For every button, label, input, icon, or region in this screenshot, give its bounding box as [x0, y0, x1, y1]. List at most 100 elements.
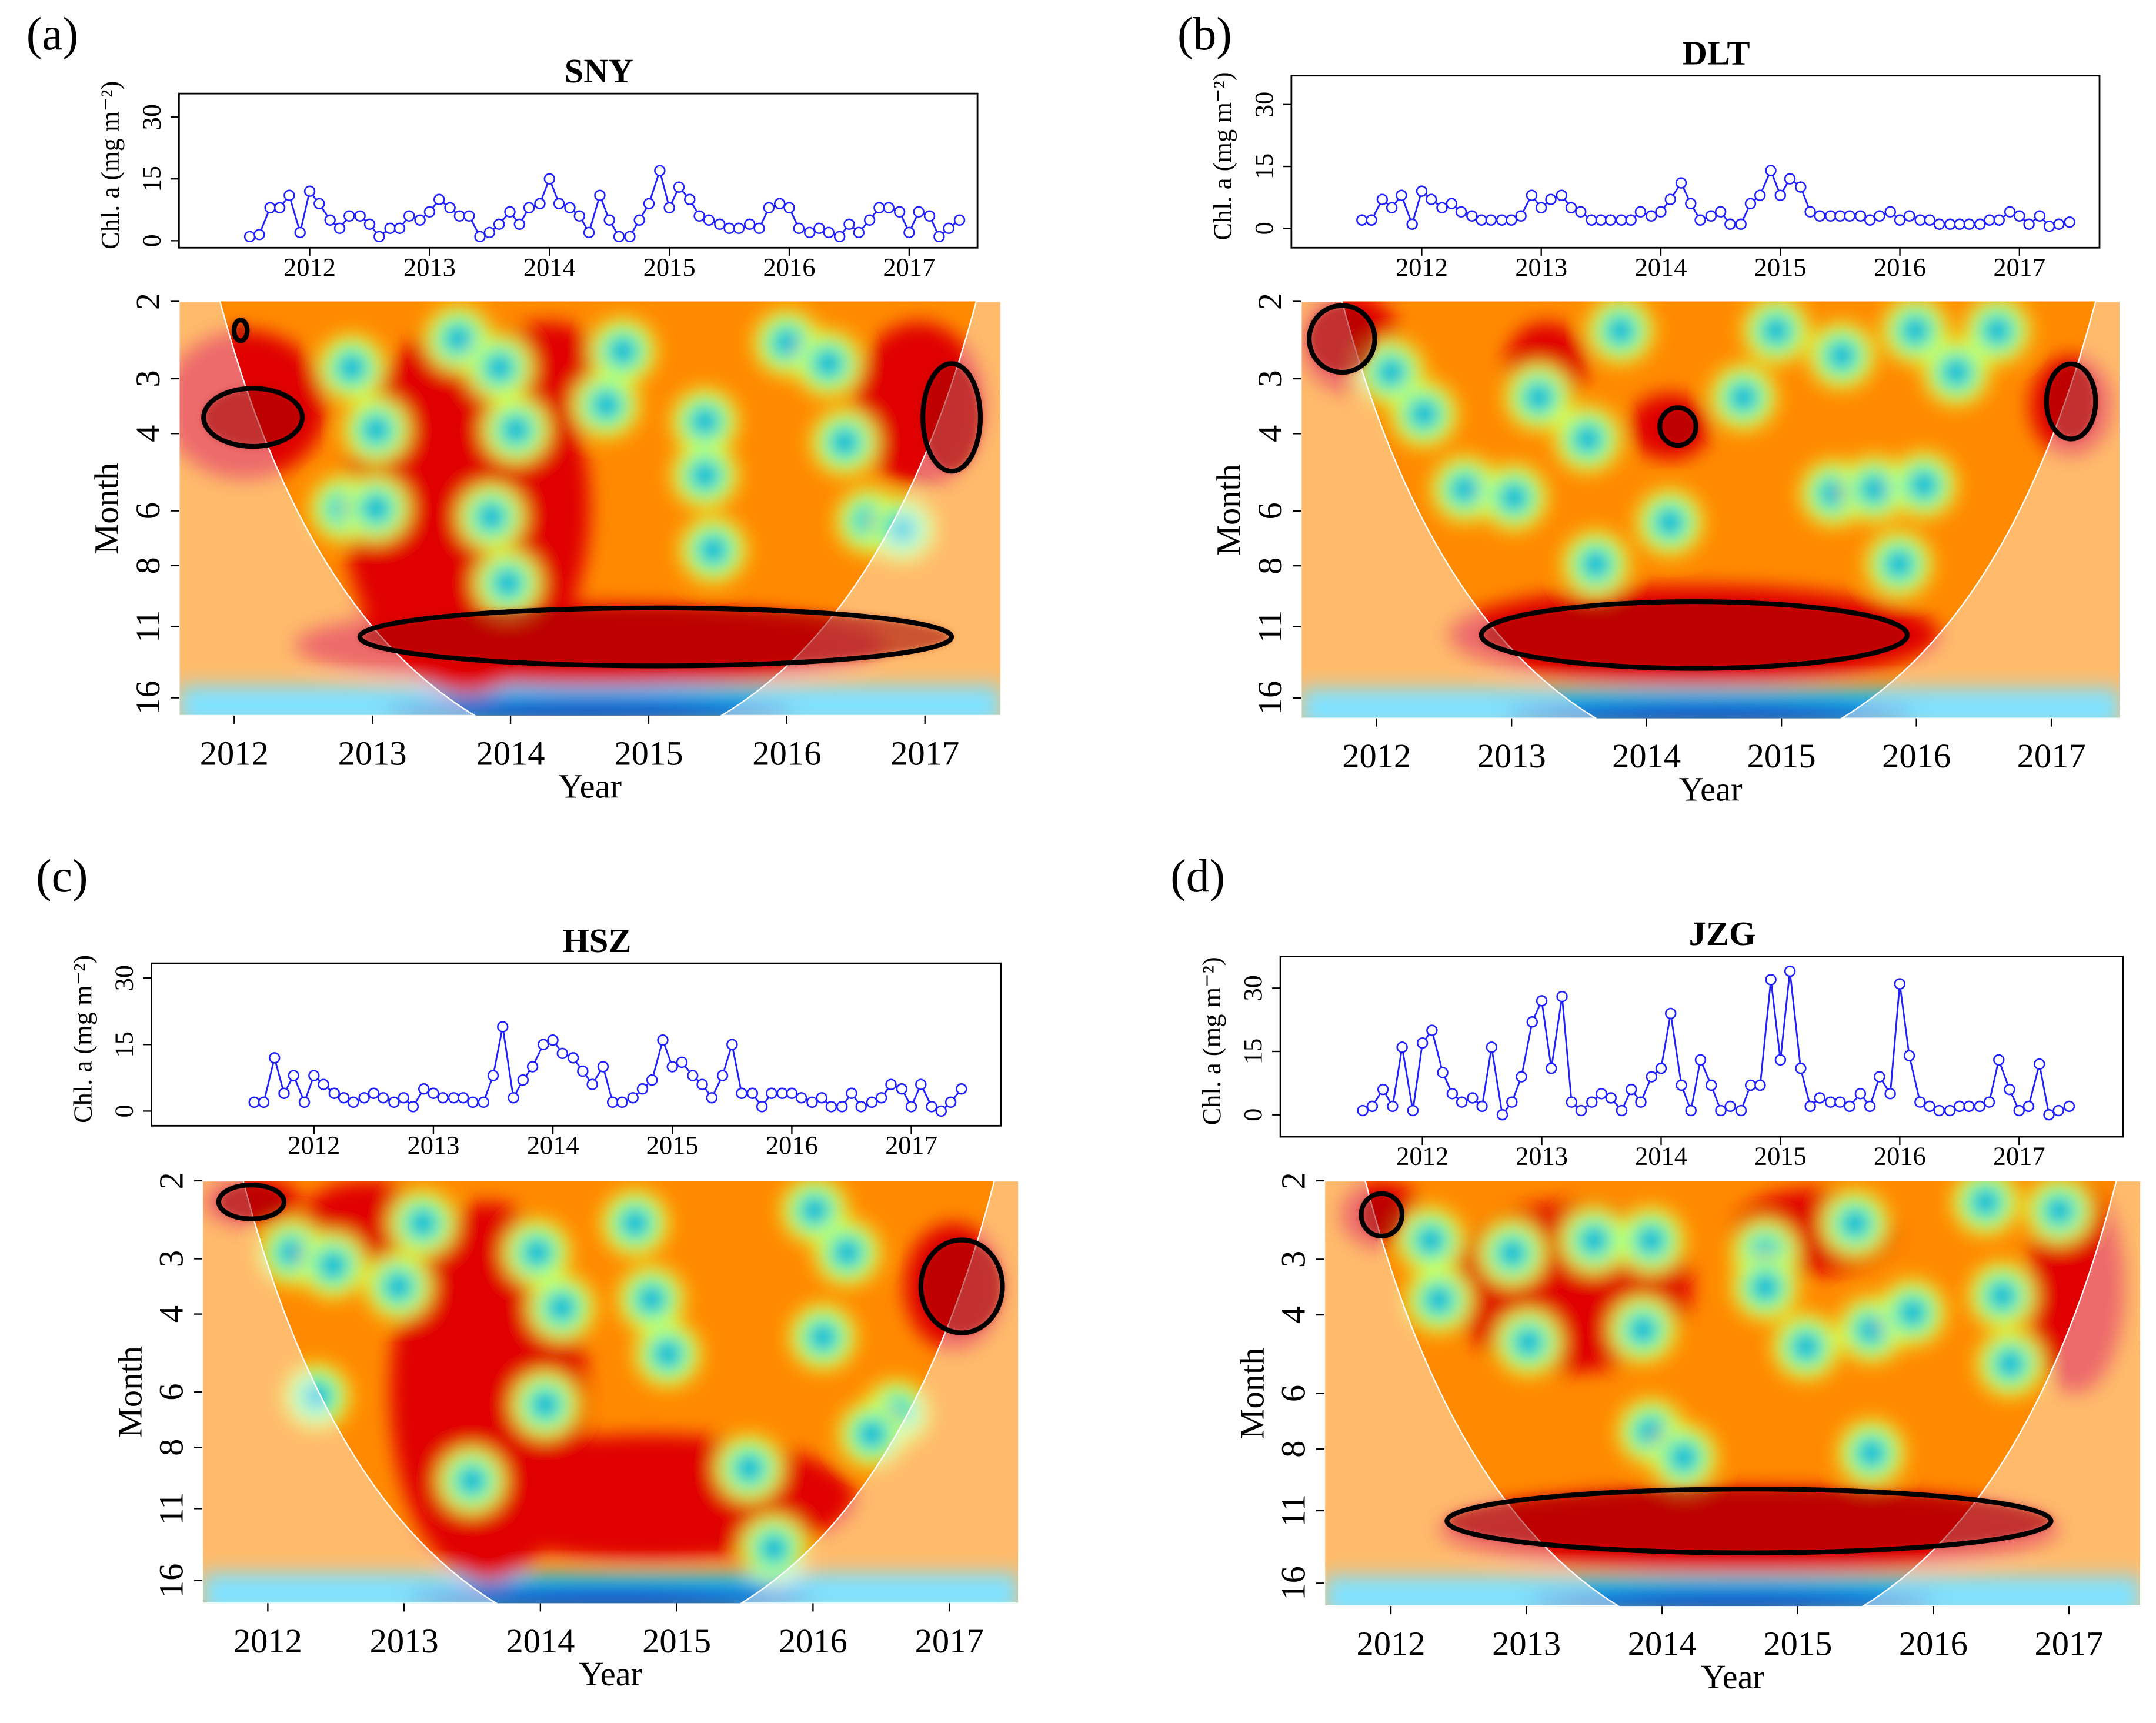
data-point — [1715, 1104, 1727, 1117]
data-point — [467, 1096, 479, 1108]
data-point — [1824, 1096, 1837, 1108]
data-point — [786, 1087, 798, 1099]
low-power-core — [368, 500, 385, 517]
x-tick-label: 2017 — [2035, 1625, 2104, 1663]
data-point — [1635, 1096, 1647, 1108]
data-point — [1993, 214, 2005, 226]
low-power-core — [1757, 1278, 1774, 1295]
data-point — [783, 202, 795, 213]
data-point — [504, 206, 516, 218]
x-tick-label: 2014 — [523, 252, 576, 282]
data-point — [1455, 206, 1467, 218]
bottom-core — [406, 1587, 815, 1604]
low-power-core — [508, 421, 525, 438]
data-point — [384, 222, 396, 235]
significance-fill — [218, 1185, 284, 1219]
low-power-core — [1863, 1321, 1880, 1338]
data-point — [517, 1074, 529, 1086]
data-point — [666, 1061, 678, 1073]
data-point — [2064, 216, 2075, 228]
x-tick-label: 2017 — [883, 252, 935, 282]
data-point — [1416, 1037, 1429, 1049]
low-power-core — [2051, 1202, 2068, 1219]
data-point — [1754, 189, 1766, 201]
data-point — [2063, 1100, 2075, 1113]
low-power-core — [343, 359, 360, 376]
data-point — [1377, 1083, 1389, 1096]
low-power-core — [414, 1214, 431, 1231]
y-tick-label: 15 — [109, 1031, 139, 1057]
data-point — [896, 1083, 908, 1095]
data-point — [577, 1065, 589, 1077]
x-tick-label: 2016 — [766, 1130, 818, 1160]
low-power-core — [614, 343, 632, 360]
data-point — [853, 226, 865, 239]
data-point — [714, 218, 726, 231]
data-point — [2034, 1058, 2045, 1070]
y-tick-label: 6 — [129, 502, 167, 519]
data-point — [1595, 214, 1607, 226]
low-power-core — [1866, 480, 1883, 497]
data-point — [1784, 173, 1796, 185]
low-power-core — [1634, 1321, 1651, 1338]
data-point — [478, 1096, 489, 1108]
data-point — [1744, 1079, 1757, 1091]
significance-fill — [920, 1240, 1003, 1333]
x-tick-label: 2014 — [1612, 737, 1681, 775]
x-tick-label: 2012 — [288, 1130, 340, 1160]
y-axis-label: Month — [1233, 1348, 1271, 1440]
low-power-core — [765, 1540, 782, 1557]
significance-fill — [359, 607, 952, 666]
low-power-core — [308, 1388, 325, 1405]
data-point — [1984, 214, 1995, 226]
data-point — [2004, 206, 2016, 218]
data-point — [883, 202, 895, 213]
data-point — [1446, 198, 1457, 209]
low-power-core — [1915, 476, 1932, 493]
data-point — [493, 218, 505, 231]
data-point — [1396, 1041, 1408, 1053]
data-point — [1784, 965, 1796, 977]
x-tick-label: 2012 — [283, 252, 336, 282]
data-point — [1844, 210, 1855, 222]
data-point — [696, 1078, 708, 1090]
data-point — [328, 1087, 341, 1099]
data-point — [1884, 206, 1896, 218]
data-point — [846, 1087, 857, 1099]
data-point — [636, 1083, 649, 1095]
y-tick-label: 16 — [1274, 1566, 1313, 1600]
data-point — [823, 226, 835, 239]
low-power-core — [1863, 1444, 1880, 1461]
data-point — [1924, 1100, 1935, 1113]
data-point — [1694, 214, 1706, 226]
data-point — [567, 1052, 579, 1064]
y-axis-label: Month — [111, 1346, 149, 1438]
low-power-core — [1430, 1291, 1447, 1308]
data-point — [264, 202, 276, 213]
data-point — [1933, 1104, 1945, 1117]
x-tick-label: 2012 — [1342, 737, 1411, 775]
x-tick-label: 2015 — [1754, 1141, 1807, 1171]
y-tick-label: 3 — [1274, 1251, 1313, 1268]
data-point — [1655, 206, 1667, 218]
data-point — [543, 173, 556, 185]
data-point — [497, 1021, 509, 1033]
data-point — [923, 210, 936, 222]
data-point — [1515, 210, 1527, 222]
data-point — [586, 1078, 598, 1090]
data-point — [1535, 202, 1547, 213]
x-tick-label: 2017 — [890, 734, 959, 773]
y-tick-label: 8 — [1274, 1441, 1313, 1458]
data-point — [273, 202, 286, 213]
data-point — [633, 214, 645, 226]
low-power-core — [325, 1257, 342, 1274]
data-point — [956, 1083, 967, 1095]
low-power-core — [1904, 1304, 1921, 1321]
data-point — [487, 1070, 499, 1081]
y-tick-label: 2 — [129, 293, 167, 310]
data-point — [1954, 218, 1965, 230]
significance-contour — [357, 605, 954, 669]
x-tick-label: 2012 — [1396, 252, 1448, 282]
data-point — [333, 222, 346, 235]
significance-contour — [231, 318, 250, 343]
